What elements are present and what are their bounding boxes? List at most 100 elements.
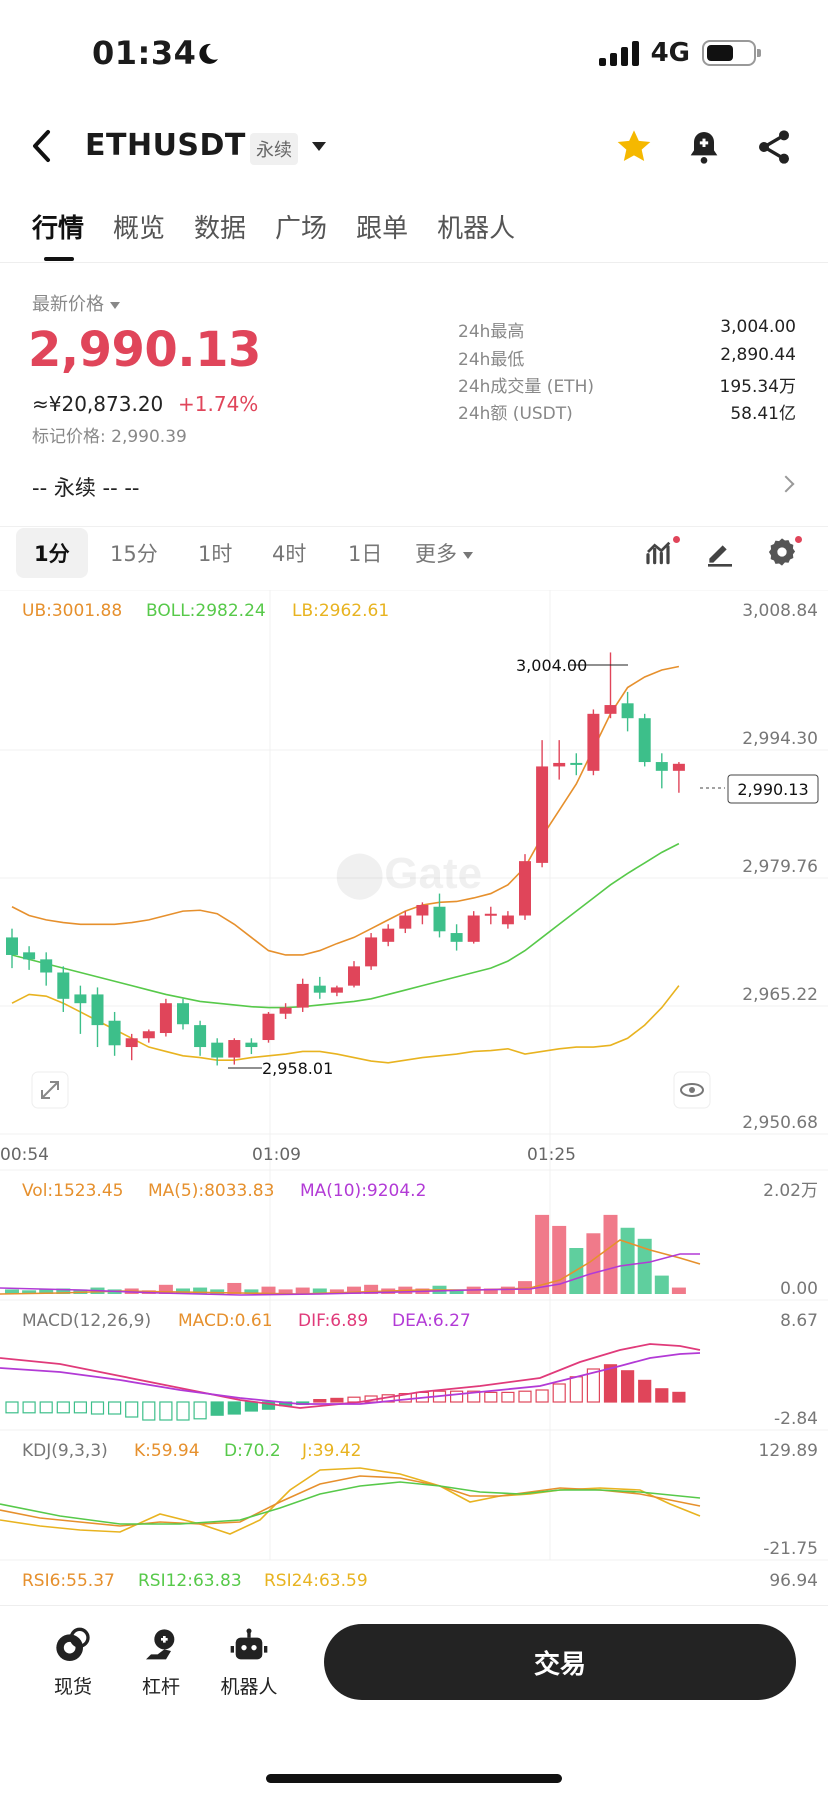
candle-body: [570, 762, 583, 765]
timeframe-15m[interactable]: 15分: [110, 542, 158, 566]
macd-bar: [518, 1390, 532, 1403]
volume-bar: [22, 1290, 37, 1294]
candle-body: [519, 861, 531, 916]
high-label: 3,004.00: [516, 656, 587, 675]
candle-body: [399, 915, 412, 929]
candle-body: [108, 1020, 121, 1046]
rsi6-label: RSI6:55.37: [22, 1571, 115, 1591]
expand-icon[interactable]: [31, 1071, 69, 1109]
candle: [194, 1020, 207, 1056]
candle-body: [484, 913, 497, 916]
macd-bar: [450, 1390, 464, 1403]
candle-body: [672, 763, 685, 771]
price-axis-1: 2,994.30: [742, 729, 818, 749]
volume-bar: [261, 1286, 276, 1294]
timeframe-1h[interactable]: 1时: [198, 542, 233, 566]
timeframe-more[interactable]: 更多: [415, 538, 473, 568]
kdj-k-label: K:59.94: [134, 1441, 200, 1461]
status-indicators: 4G: [598, 38, 761, 68]
eye-icon[interactable]: [673, 1071, 711, 1109]
share-icon[interactable]: [754, 127, 794, 167]
candle-body: [194, 1025, 207, 1048]
perp-info-row[interactable]: -- 永续 -- --: [32, 476, 140, 500]
boll-lb-label: LB:2962.61: [292, 601, 389, 621]
tab-overview[interactable]: 概览: [113, 214, 166, 244]
stat-volume-value: 195.34万: [719, 377, 796, 397]
nav-margin-label: 杠杆: [141, 1676, 180, 1698]
tab-market[interactable]: 行情: [32, 208, 84, 261]
stat-volume-label: 24h成交量 (ETH): [458, 377, 594, 397]
symbol-title[interactable]: ETHUSDT: [85, 128, 246, 163]
candle: [142, 1029, 155, 1043]
candle-body: [638, 718, 651, 763]
boll-lb-line: [11, 985, 680, 1064]
symbol-dropdown-icon[interactable]: [312, 142, 326, 151]
tab-copy-trading[interactable]: 跟单: [356, 214, 409, 244]
chart-settings-icon[interactable]: [766, 536, 802, 568]
boll-lines: [11, 665, 680, 1064]
stat-turnover-label: 24h额 (USDT): [458, 404, 573, 424]
candle: [672, 762, 685, 793]
boll-mid-line: [11, 842, 680, 1009]
boll-mid-label: BOLL:2982.24: [146, 601, 266, 621]
macd-bar: [655, 1388, 669, 1403]
macd-bar: [159, 1401, 173, 1421]
volume-bar: [654, 1275, 669, 1294]
candle: [245, 1038, 258, 1055]
vol-label: Vol:1523.45: [22, 1181, 123, 1201]
draw-icon[interactable]: [704, 536, 736, 568]
current-price-tag: [727, 774, 819, 804]
candle-body: [604, 705, 617, 714]
tab-data[interactable]: 数据: [194, 214, 247, 244]
volume-bar: [535, 1214, 550, 1294]
candle-body: [365, 937, 378, 967]
nav-bots-label: 机器人: [220, 1676, 278, 1698]
candle: [655, 753, 668, 789]
timeframe-1d[interactable]: 1日: [348, 542, 383, 566]
volume-bar: [620, 1227, 635, 1294]
kdj-axis-0: 129.89: [759, 1441, 818, 1461]
macd-bar: [603, 1364, 618, 1403]
star-icon[interactable]: [614, 127, 654, 167]
moon-icon: [196, 42, 220, 66]
timeframe-4h[interactable]: 4时: [272, 542, 307, 566]
volume-bar: [295, 1287, 310, 1294]
macd-bar: [22, 1401, 36, 1414]
candle: [313, 976, 326, 999]
latest-price-label[interactable]: 最新价格: [32, 290, 120, 316]
price-alert-icon[interactable]: [684, 127, 724, 167]
price-change: +1.74%: [178, 392, 259, 416]
tab-square[interactable]: 广场: [275, 214, 328, 244]
kdj-d-label: D:70.2: [224, 1441, 281, 1461]
vol-axis-1: 0.00: [780, 1279, 818, 1299]
macd-bar: [39, 1401, 53, 1414]
timeframe-1m[interactable]: 1分: [16, 528, 88, 578]
kdj-name-label: KDJ(9,3,3): [22, 1441, 108, 1461]
macd-axis-0: 8.67: [780, 1311, 818, 1331]
volume-bar: [364, 1284, 379, 1294]
macd-bar: [73, 1401, 88, 1414]
kline-chart[interactable]: ⬤Gate UB:3001.88 BOLL:2982.24 LB:2962.61…: [0, 590, 828, 1605]
volume-bar: [56, 1288, 71, 1294]
nav-bots[interactable]: 机器人: [204, 1626, 294, 1699]
tab-bots[interactable]: 机器人: [437, 214, 516, 244]
volume-bars: [5, 1214, 686, 1294]
nav-spot[interactable]: 现货: [28, 1626, 118, 1699]
candle-body: [467, 915, 480, 942]
indicator-icon[interactable]: [644, 536, 680, 568]
trade-button[interactable]: 交易: [324, 1624, 796, 1700]
gate-watermark: ⬤Gate: [335, 849, 482, 900]
candle: [296, 978, 309, 1012]
candle-body: [74, 994, 87, 1004]
volume-bar: [449, 1289, 464, 1294]
volume-bar: [210, 1289, 225, 1294]
volume-bar: [278, 1289, 293, 1294]
macd-bar: [484, 1391, 498, 1403]
macd-bar: [330, 1397, 344, 1403]
candle: [621, 691, 634, 732]
vol-ma10-line: [0, 1253, 700, 1296]
back-button[interactable]: [28, 128, 58, 164]
candle-body: [245, 1042, 258, 1048]
nav-margin[interactable]: 杠杆: [116, 1626, 206, 1699]
chevron-right-icon[interactable]: [777, 475, 795, 493]
